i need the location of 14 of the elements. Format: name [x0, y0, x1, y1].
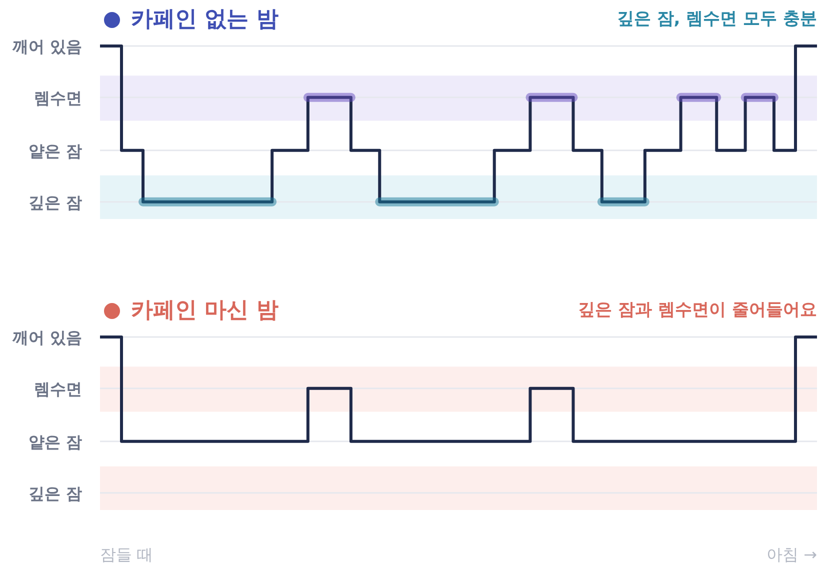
text: 잠들 때: [100, 544, 154, 566]
chart-title: 카페인 마신 밤: [131, 298, 278, 323]
ref-line-label: 깊은 잠: [28, 483, 82, 502]
chart-title: 카페인 없는 밤: [131, 7, 278, 32]
text: 아침 →: [766, 544, 817, 566]
ref-line-label: 렘수면: [34, 88, 82, 107]
ref-line-label: 깨어 있음: [11, 328, 82, 346]
ref-line-label: 깊은 잠: [28, 192, 82, 212]
chart-subtitle: 깊은 잠과 렘수면이 줄어들어요: [578, 300, 817, 320]
ref-line-label: 깨어 있음: [11, 36, 82, 56]
chart-subtitle: 깊은 잠, 렘수면 모두 충분: [616, 9, 817, 29]
ref-line-label: 렘수면: [34, 378, 82, 398]
ref-line-label: 얕은 잠: [28, 432, 82, 451]
ref-line-label: 얕은 잠: [28, 140, 82, 160]
